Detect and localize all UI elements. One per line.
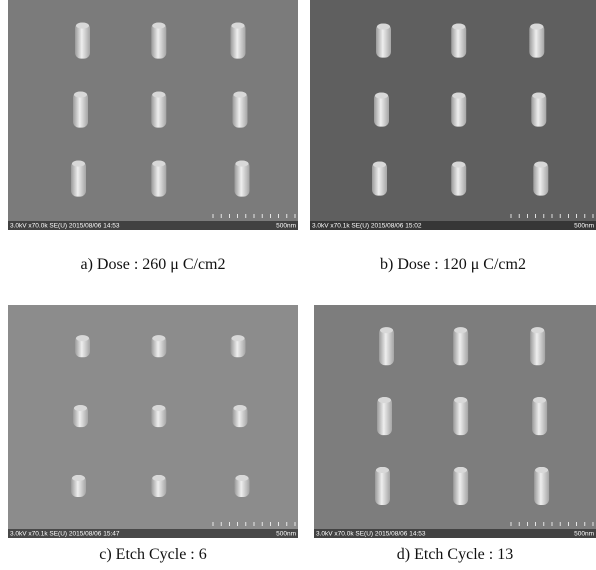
pillar-top	[452, 24, 465, 30]
caption: b) Dose : 120 μ C/cm2	[310, 256, 596, 274]
pillar-top	[152, 475, 165, 481]
pillar-top	[72, 475, 85, 481]
pillar-top	[531, 327, 544, 333]
pillar-top	[232, 335, 245, 341]
pillar-top	[76, 23, 89, 29]
pillar-top	[376, 467, 389, 473]
scale-label: 500nm	[276, 531, 296, 538]
scale-label: 500nm	[574, 531, 594, 538]
pillar-top	[232, 23, 245, 29]
sem-image: 3.0kV x70.1k SE(U) 2015/08/06 15:47 500nm	[8, 305, 298, 538]
sem-info: 3.0kV x70.1k SE(U) 2015/08/06 15:02	[312, 223, 422, 230]
pillar-top	[152, 405, 165, 411]
pillar-top	[373, 162, 386, 168]
pillar-top	[152, 161, 165, 167]
sem-info: 3.0kV x70.0k SE(U) 2015/08/06 14:53	[316, 531, 426, 538]
pillar-top	[533, 397, 546, 403]
pillar-top	[152, 92, 165, 98]
pillar-top	[452, 93, 465, 99]
pillar-top	[380, 327, 393, 333]
pillar-top	[236, 475, 249, 481]
caption: a) Dose : 260 μ C/cm2	[8, 256, 298, 274]
pillar-top	[452, 162, 465, 168]
pillar-top	[236, 161, 249, 167]
pillar-top	[532, 93, 545, 99]
pillar-top	[530, 24, 543, 30]
pillar-top	[152, 335, 165, 341]
pillar-top	[74, 92, 87, 98]
scale-label: 500nm	[574, 223, 594, 230]
pillar-top	[454, 327, 467, 333]
sem-info: 3.0kV x70.0k SE(U) 2015/08/06 14:53	[10, 223, 120, 230]
caption: c) Etch Cycle : 6	[8, 546, 298, 564]
pillar-top	[76, 335, 89, 341]
pillar-top	[152, 23, 165, 29]
pillar-top	[72, 161, 85, 167]
pillar-top	[534, 162, 547, 168]
pillar-top	[234, 405, 247, 411]
pillar-top	[454, 397, 467, 403]
sem-image: 3.0kV x70.0k SE(U) 2015/08/06 14:53 500nm	[8, 0, 298, 230]
sem-image: 3.0kV x70.1k SE(U) 2015/08/06 15:02 500nm	[310, 0, 596, 230]
pillar-top	[377, 24, 390, 30]
sem-image: 3.0kV x70.0k SE(U) 2015/08/06 14:53 500nm	[314, 305, 596, 538]
pillar-top	[535, 467, 548, 473]
pillar-top	[74, 405, 87, 411]
pillar-top	[378, 397, 391, 403]
pillar-top	[454, 467, 467, 473]
caption: d) Etch Cycle : 13	[314, 546, 596, 564]
scale-label: 500nm	[276, 223, 296, 230]
pillar-top	[375, 93, 388, 99]
sem-info: 3.0kV x70.1k SE(U) 2015/08/06 15:47	[10, 531, 120, 538]
pillar-top	[234, 92, 247, 98]
figure: 3.0kV x70.0k SE(U) 2015/08/06 14:53 500nm…	[0, 0, 596, 570]
